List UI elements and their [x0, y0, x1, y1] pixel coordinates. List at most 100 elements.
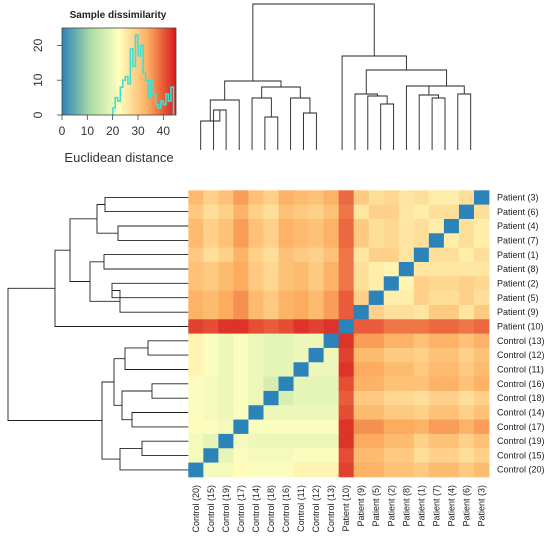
- heatmap-cell: [368, 433, 385, 449]
- heatmap-cell: [413, 333, 430, 349]
- heatmap-cell: [188, 261, 204, 277]
- heatmap-cell: [383, 218, 400, 234]
- heatmap-cell: [473, 462, 490, 478]
- heatmap-cell: [233, 376, 249, 392]
- heatmap-cell: [308, 419, 325, 435]
- heatmap-cell: [413, 347, 430, 363]
- heatmap-cell: [203, 448, 219, 463]
- heatmap-cell: [443, 333, 460, 349]
- heatmap-cell: [293, 347, 309, 363]
- heatmap-cell: [353, 190, 370, 206]
- heatmap-cell: [263, 419, 279, 435]
- heatmap-cell: [413, 204, 430, 220]
- heatmap-cell: [413, 376, 430, 392]
- heatmap-cell: [398, 319, 415, 334]
- column-label: Control (11): [296, 485, 306, 532]
- heatmap-cell: [308, 218, 325, 234]
- heatmap-cell: [473, 319, 490, 334]
- heatmap-cell: [203, 290, 219, 306]
- heatmap-cell: [308, 347, 325, 363]
- heatmap-cell: [278, 448, 294, 463]
- heatmap-cell: [308, 405, 325, 420]
- heatmap-cell: [383, 190, 400, 206]
- heatmap-cell: [248, 190, 264, 206]
- heatmap-cell: [233, 362, 249, 377]
- y-tick-label: 20: [31, 38, 45, 52]
- heatmap-cell: [248, 218, 264, 234]
- heatmap-cell: [398, 448, 415, 463]
- heatmap-cell: [188, 405, 204, 420]
- heatmap-cell: [323, 448, 340, 463]
- heatmap-cell: [218, 390, 234, 406]
- heatmap-cell: [398, 419, 415, 435]
- heatmap-cell: [413, 462, 430, 478]
- heatmap-cell: [278, 304, 294, 320]
- heatmap-cell: [248, 376, 264, 392]
- heatmap-cell: [188, 319, 204, 334]
- heatmap-cell: [473, 362, 490, 377]
- heatmap-cell: [203, 390, 219, 406]
- heatmap-cell: [368, 319, 385, 334]
- color-key-axes: 0 10 20 30 40 0 10 20: [31, 38, 170, 138]
- heatmap-cell: [278, 319, 294, 334]
- heatmap-cell: [428, 333, 445, 349]
- heatmap-cell: [293, 218, 309, 234]
- heatmap-cell: [308, 204, 325, 220]
- column-label: Patient (5): [371, 485, 381, 527]
- heatmap-cell: [353, 290, 370, 306]
- heatmap-cell: [338, 304, 355, 320]
- heatmap-cell: [338, 319, 355, 334]
- heatmap-cell: [428, 247, 445, 263]
- heatmap-cell: [203, 433, 219, 449]
- heatmap-cell: [353, 319, 370, 334]
- heatmap-cell: [443, 276, 460, 292]
- heatmap-cell: [398, 190, 415, 206]
- heatmap-cell: [218, 204, 234, 220]
- heatmap-cell: [248, 261, 264, 277]
- heatmap-cell: [473, 304, 490, 320]
- heatmap-cell: [263, 276, 279, 292]
- heatmap-cell: [248, 462, 264, 478]
- row-label: Control (13): [497, 336, 545, 346]
- heatmap-cell: [248, 347, 264, 363]
- heatmap-cell: [203, 304, 219, 320]
- heatmap-cell: [203, 261, 219, 277]
- heatmap-cell: [218, 347, 234, 363]
- heatmap-cell: [233, 247, 249, 263]
- heatmap-cell: [413, 218, 430, 234]
- heatmap-cell: [293, 362, 309, 377]
- heatmap-cell: [338, 462, 355, 478]
- heatmap-cell: [338, 290, 355, 306]
- heatmap-cell: [248, 247, 264, 263]
- x-tick-label: 0: [59, 124, 66, 138]
- heatmap-cell: [218, 419, 234, 435]
- heatmap-cell: [188, 362, 204, 377]
- heatmap-cell: [443, 247, 460, 263]
- heatmap-cell: [323, 333, 340, 349]
- heatmap-cell: [293, 290, 309, 306]
- heatmap-cell: [218, 304, 234, 320]
- heatmap-cell: [308, 304, 325, 320]
- heatmap-cell: [263, 448, 279, 463]
- heatmap-cell: [368, 261, 385, 277]
- heatmap-cell: [308, 390, 325, 406]
- heatmap-cell: [293, 304, 309, 320]
- column-label: Control (17): [236, 485, 246, 533]
- row-label: Patient (6): [497, 207, 539, 217]
- column-label: Control (14): [251, 485, 261, 533]
- heatmap-cell: [458, 304, 475, 320]
- heatmap-cell: [338, 261, 355, 277]
- heatmap-cell: [473, 419, 490, 435]
- heatmap-cell: [203, 276, 219, 292]
- heatmap-cell: [458, 247, 475, 263]
- heatmap-cell: [398, 347, 415, 363]
- heatmap-cell: [293, 333, 309, 349]
- heatmap-cell: [233, 218, 249, 234]
- color-key-gradient: [62, 28, 176, 115]
- heatmap-cell: [263, 433, 279, 449]
- heatmap-cell: [368, 204, 385, 220]
- heatmap-cell: [293, 405, 309, 420]
- x-tick-label: 10: [81, 124, 95, 138]
- heatmap-cell: [323, 190, 340, 206]
